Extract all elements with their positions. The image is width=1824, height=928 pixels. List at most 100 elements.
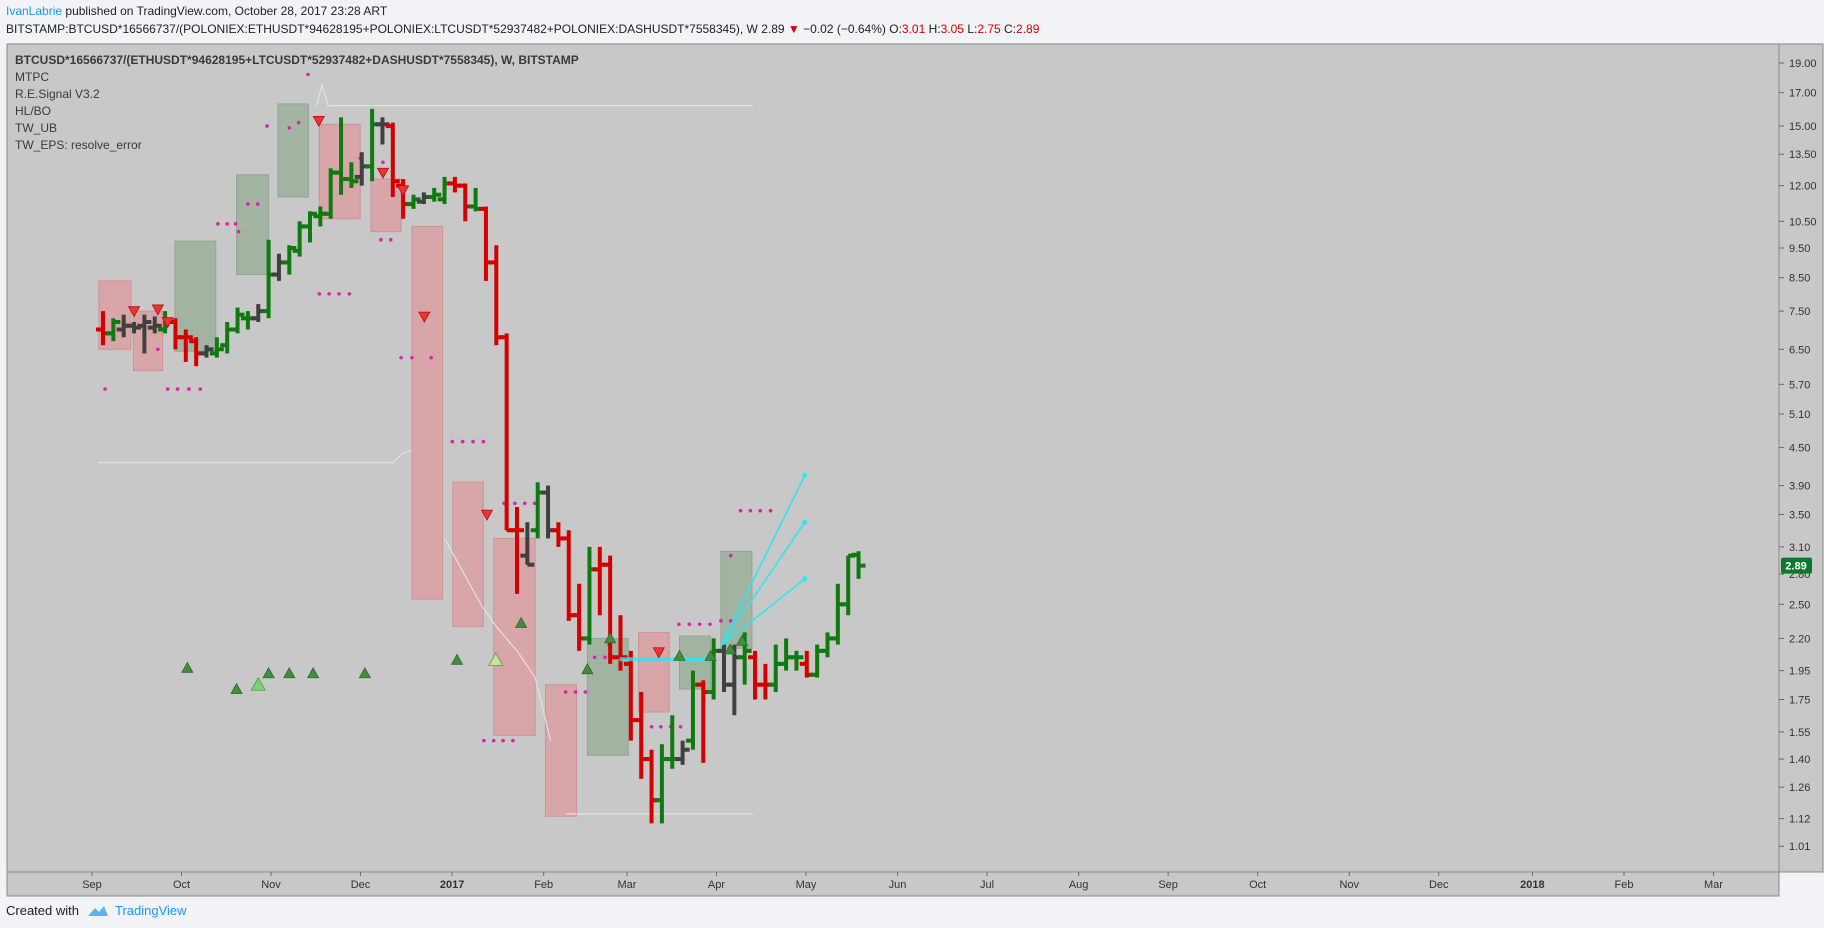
close-value: 2.89 bbox=[1016, 22, 1040, 36]
price-tick-label: 5.70 bbox=[1789, 379, 1810, 391]
signal-dot bbox=[768, 508, 773, 513]
ohlc-bar[interactable] bbox=[199, 345, 214, 358]
signal-dot bbox=[156, 347, 160, 352]
ohlc-bar[interactable] bbox=[230, 307, 245, 334]
projection-endpoint bbox=[802, 519, 808, 525]
signal-dot bbox=[410, 355, 414, 360]
signal-dot bbox=[687, 622, 692, 627]
buy-signal-triangle bbox=[704, 649, 717, 661]
signal-dot bbox=[306, 72, 310, 77]
ohlc-bar[interactable] bbox=[427, 187, 442, 202]
signal-dot bbox=[246, 202, 250, 206]
sell-signal-triangle bbox=[396, 185, 410, 197]
signal-dot bbox=[659, 724, 663, 729]
signal-dot bbox=[103, 387, 107, 391]
open-value: 3.01 bbox=[901, 22, 926, 36]
signal-dot bbox=[216, 222, 220, 226]
signal-dot bbox=[187, 387, 191, 391]
ohlc-bar[interactable] bbox=[282, 245, 297, 275]
buy-signal-triangle bbox=[230, 682, 243, 694]
signal-dot bbox=[347, 292, 352, 296]
author-link[interactable]: IvanLabrie bbox=[6, 4, 63, 18]
signal-dot bbox=[429, 355, 433, 360]
ohlc-bar[interactable] bbox=[510, 506, 524, 594]
price-tick-label: 13.50 bbox=[1789, 149, 1817, 161]
footer: Created with TradingView bbox=[6, 903, 187, 918]
time-tick-label: 2017 bbox=[440, 879, 464, 891]
time-tick-label: Dec bbox=[1429, 879, 1449, 891]
time-tick-label: Jun bbox=[889, 879, 907, 891]
ohlc-bar[interactable] bbox=[137, 314, 152, 354]
signal-dot bbox=[381, 160, 385, 165]
signal-dot bbox=[482, 738, 486, 743]
signal-dot bbox=[225, 222, 229, 226]
tradingview-link[interactable]: TradingView bbox=[114, 903, 187, 918]
signal-dot bbox=[233, 222, 238, 226]
legend-indicator: TW_UB bbox=[15, 121, 57, 135]
ohlc-bar[interactable] bbox=[106, 318, 121, 342]
ohlc-bar[interactable] bbox=[520, 522, 535, 567]
ohlc-bar[interactable] bbox=[385, 122, 400, 198]
signal-dot bbox=[450, 439, 455, 444]
bearish-zone-box bbox=[370, 178, 402, 233]
signal-dot bbox=[592, 655, 597, 660]
time-tick-label: Dec bbox=[351, 879, 371, 891]
time-axis[interactable] bbox=[6, 871, 1780, 897]
time-tick-label: 2018 bbox=[1520, 879, 1544, 891]
price-tick-label: 1.12 bbox=[1789, 814, 1810, 826]
signal-dot bbox=[758, 508, 763, 513]
ohlc-bar[interactable] bbox=[147, 316, 162, 334]
price-tick-label: 1.26 bbox=[1789, 782, 1810, 794]
bearish-zone-box bbox=[638, 631, 670, 713]
price-axis[interactable] bbox=[1778, 43, 1824, 873]
price-tick-label: 15.00 bbox=[1789, 121, 1817, 133]
sell-signal-triangle bbox=[376, 167, 390, 179]
ohlc-bar[interactable] bbox=[789, 650, 804, 671]
price-tick-label: 1.55 bbox=[1789, 727, 1810, 739]
ohlc-bar[interactable] bbox=[406, 194, 421, 209]
signal-dot bbox=[583, 690, 588, 694]
breakout-level bbox=[619, 657, 709, 662]
ohlc-bar[interactable] bbox=[851, 551, 866, 579]
indicator-line bbox=[316, 82, 753, 107]
signal-dot bbox=[236, 229, 241, 234]
bearish-zone-box bbox=[544, 684, 578, 817]
legend-title: BTCUSD*16566737/(ETHUSDT*94628195+LTCUSD… bbox=[15, 53, 579, 67]
signal-dot bbox=[481, 439, 486, 444]
signal-dot bbox=[513, 501, 517, 506]
price-tick-label: 1.40 bbox=[1789, 754, 1810, 766]
publication-line: IvanLabrie published on TradingView.com,… bbox=[6, 4, 387, 18]
ohlc-bar[interactable] bbox=[675, 740, 690, 765]
signal-dot bbox=[198, 387, 203, 391]
time-tick-label: Feb bbox=[534, 879, 553, 891]
bearish-zone-box bbox=[411, 225, 443, 600]
bullish-zone-box bbox=[277, 103, 309, 198]
signal-dot bbox=[532, 501, 537, 506]
ohlc-bar[interactable] bbox=[209, 337, 224, 358]
signal-dot bbox=[697, 622, 702, 627]
sell-signal-triangle bbox=[312, 116, 325, 128]
signal-dot bbox=[379, 237, 383, 242]
ohlc-bar[interactable] bbox=[344, 162, 359, 188]
open-label: O: bbox=[889, 22, 902, 36]
price-tick-label: 1.01 bbox=[1789, 841, 1810, 853]
plot-area[interactable] bbox=[6, 43, 1780, 873]
signal-dot bbox=[175, 387, 180, 391]
signal-dot bbox=[317, 292, 322, 296]
price-tick-label: 3.10 bbox=[1789, 542, 1810, 554]
down-arrow-icon: ▼ bbox=[787, 22, 800, 36]
bearish-zone-box bbox=[493, 537, 536, 736]
price-tick-label: 5.10 bbox=[1789, 409, 1810, 421]
time-tick-label: Sep bbox=[1158, 879, 1178, 891]
signal-dot bbox=[719, 619, 723, 623]
time-tick-label: Jul bbox=[980, 879, 994, 891]
time-tick-label: May bbox=[796, 879, 817, 891]
signal-dot bbox=[471, 439, 475, 444]
legend-indicator: HL/BO bbox=[15, 104, 51, 118]
ohlc-bar[interactable] bbox=[303, 211, 317, 243]
legend-indicator: R.E.Signal V3.2 bbox=[15, 87, 100, 101]
price-tick-label: 4.50 bbox=[1789, 442, 1810, 454]
ohlc-bar[interactable] bbox=[178, 329, 193, 362]
signal-dot bbox=[728, 619, 733, 623]
price-chart[interactable]: 19.00 17.00 15.00 13.50 12.00 10.50 9.50 8.50 7.… bbox=[0, 0, 1824, 900]
